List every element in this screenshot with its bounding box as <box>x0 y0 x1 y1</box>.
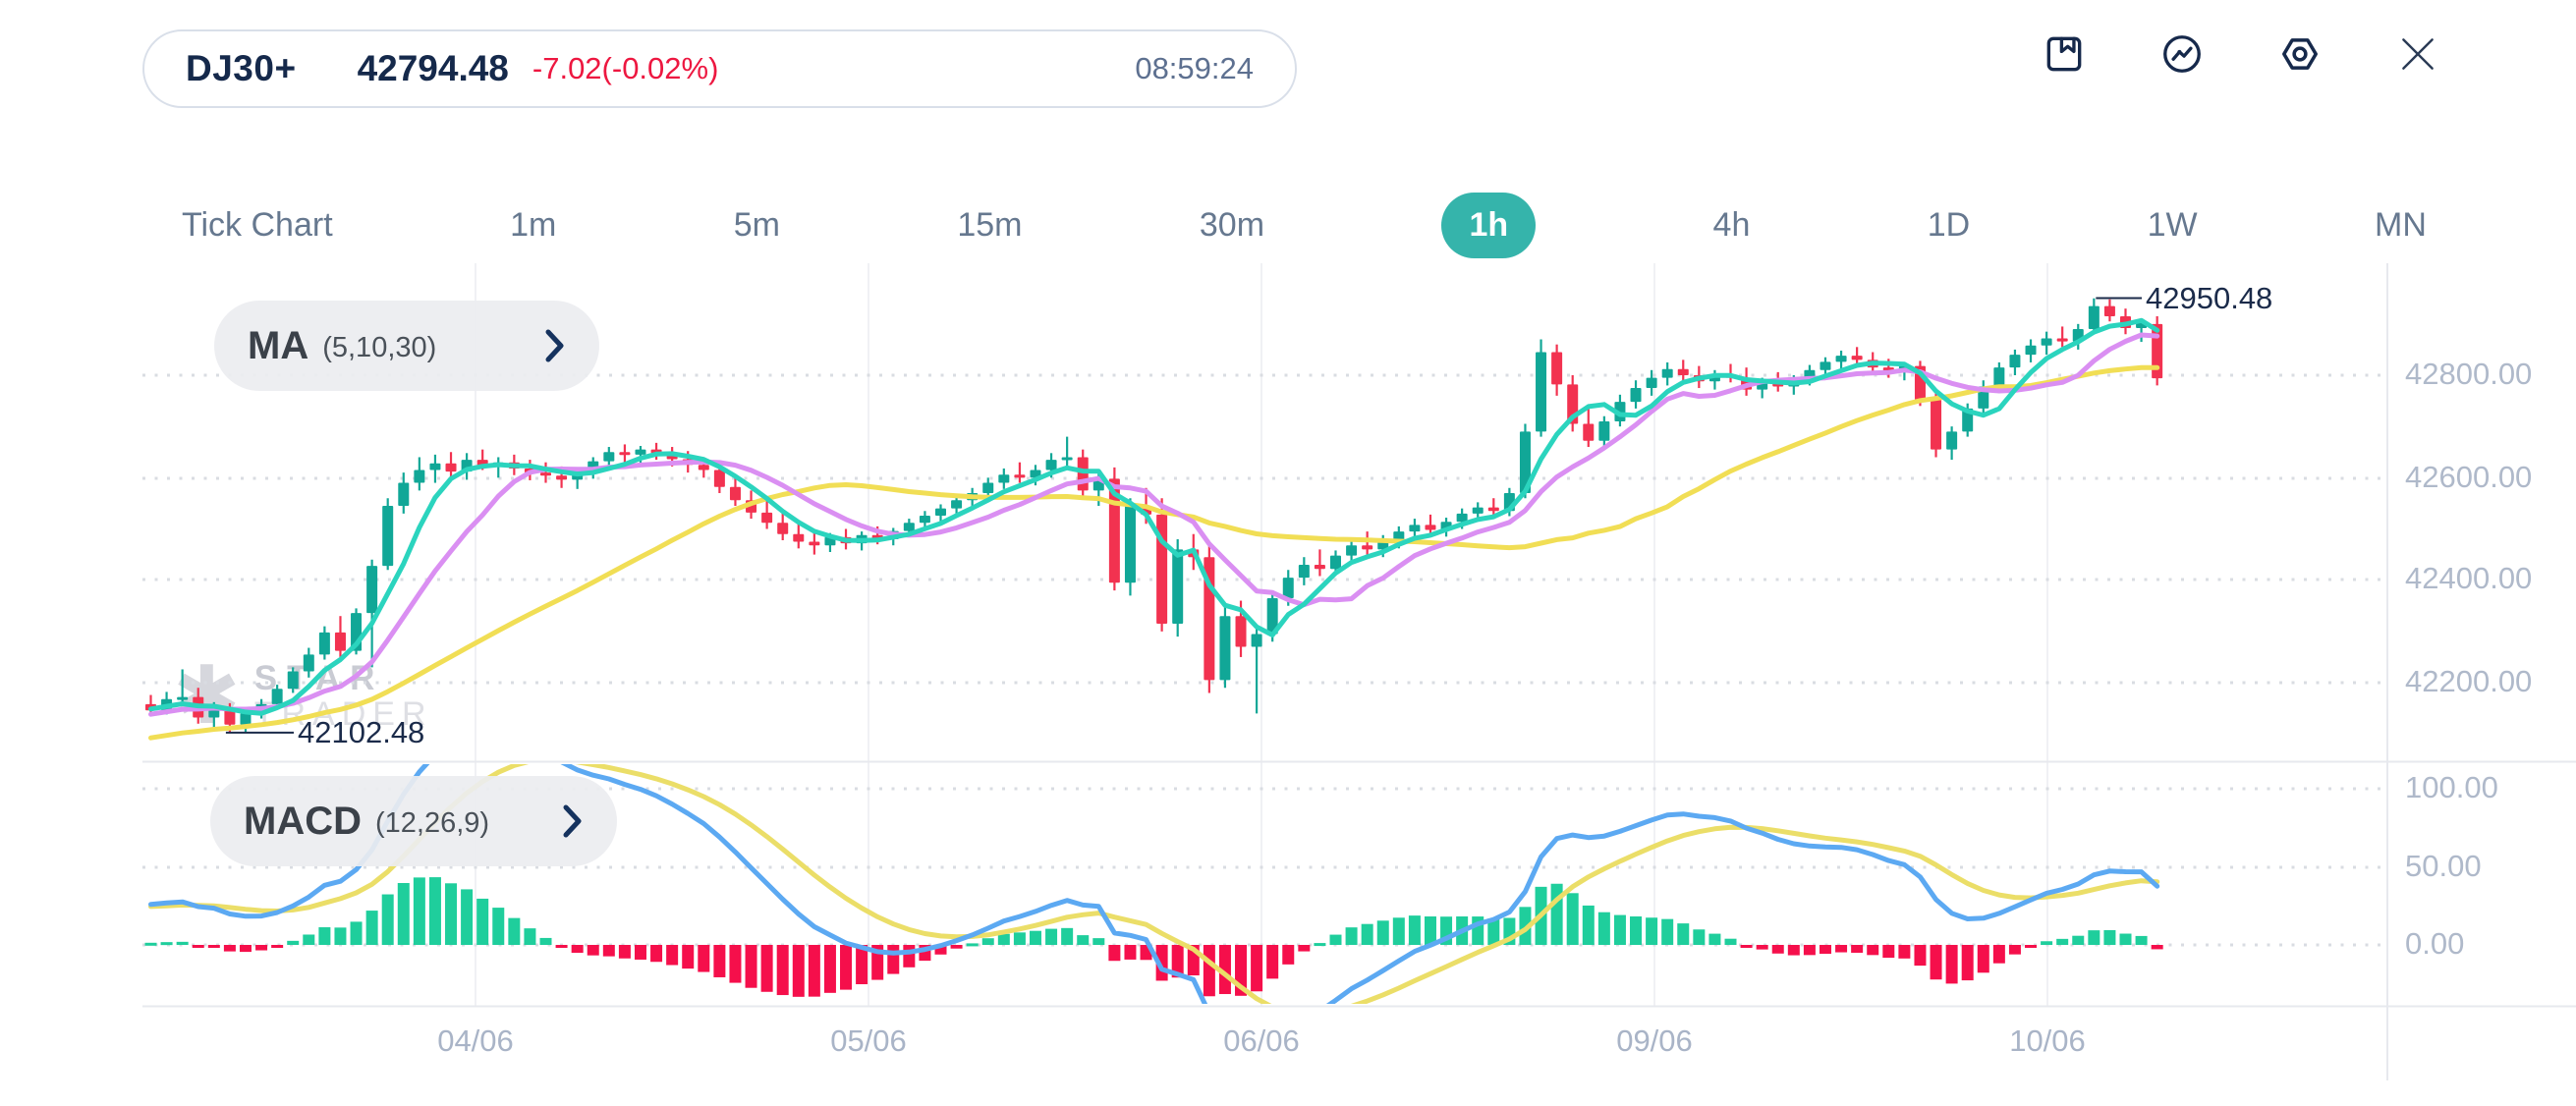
macd-indicator-pill[interactable]: MACD (12,26,9) <box>210 776 617 866</box>
macd-axis-tick: 100.00 <box>2405 770 2498 804</box>
date-axis-tick: 10/06 <box>2009 1023 2086 1058</box>
tab-5m[interactable]: 5m <box>733 205 780 244</box>
ma-indicator-pill[interactable]: MA (5,10,30) <box>214 301 599 391</box>
tab-1m[interactable]: 1m <box>510 205 557 244</box>
price-axis-tick: 42200.00 <box>2405 664 2533 698</box>
market-trend-icon[interactable] <box>2159 31 2205 77</box>
tab-30m[interactable]: 30m <box>1199 205 1265 244</box>
macd-label: MACD <box>244 799 362 843</box>
last-price: 42794.48 <box>357 48 509 88</box>
price-axis-tick: 42600.00 <box>2405 460 2533 494</box>
tab-1h[interactable]: 1h <box>1441 192 1537 258</box>
date-axis-tick: 06/06 <box>1223 1023 1300 1058</box>
macd-axis-tick: 0.00 <box>2405 926 2465 961</box>
chevron-right-icon <box>544 328 566 363</box>
date-axis-tick: 05/06 <box>830 1023 907 1058</box>
tab-4h[interactable]: 4h <box>1712 205 1751 244</box>
ma-label: MA <box>248 323 309 367</box>
session-low-tag: 42102.48 <box>298 715 425 749</box>
server-time: 08:59:24 <box>1135 51 1254 85</box>
macd-axis-tick: 50.00 <box>2405 849 2482 883</box>
macd-params: (12,26,9) <box>374 806 490 839</box>
watermark-line2: TRADER <box>253 694 433 733</box>
bookmark-icon[interactable] <box>2042 31 2087 77</box>
timeframe-tabs: Tick Chart 1m 5m 15m 30m 1h 4h 1D 1W MN <box>182 187 2427 263</box>
symbol-name: DJ30+ <box>186 48 297 88</box>
session-high-tag: 42950.48 <box>2146 281 2273 315</box>
brand-watermark: ✱ STAR TRADER <box>173 656 433 737</box>
header-toolbar <box>2042 31 2440 77</box>
tab-tick-chart[interactable]: Tick Chart <box>182 205 333 244</box>
date-axis-tick: 04/06 <box>437 1023 514 1058</box>
symbol-summary-pill: DJ30+ 42794.48 -7.02(-0.02%) 08:59:24 <box>142 29 1297 108</box>
tab-mn[interactable]: MN <box>2375 205 2427 244</box>
close-icon[interactable] <box>2395 31 2440 77</box>
settings-icon[interactable] <box>2277 31 2323 77</box>
price-change: -7.02(-0.02%) <box>532 51 719 85</box>
tab-15m[interactable]: 15m <box>957 205 1023 244</box>
tab-1w[interactable]: 1W <box>2147 205 2198 244</box>
price-axis-tick: 42800.00 <box>2405 357 2533 391</box>
tab-1d[interactable]: 1D <box>1927 205 1971 244</box>
price-axis-tick: 42400.00 <box>2405 561 2533 595</box>
date-axis-tick: 09/06 <box>1616 1023 1693 1058</box>
chevron-right-icon <box>562 803 584 839</box>
ma-params: (5,10,30) <box>322 331 437 363</box>
